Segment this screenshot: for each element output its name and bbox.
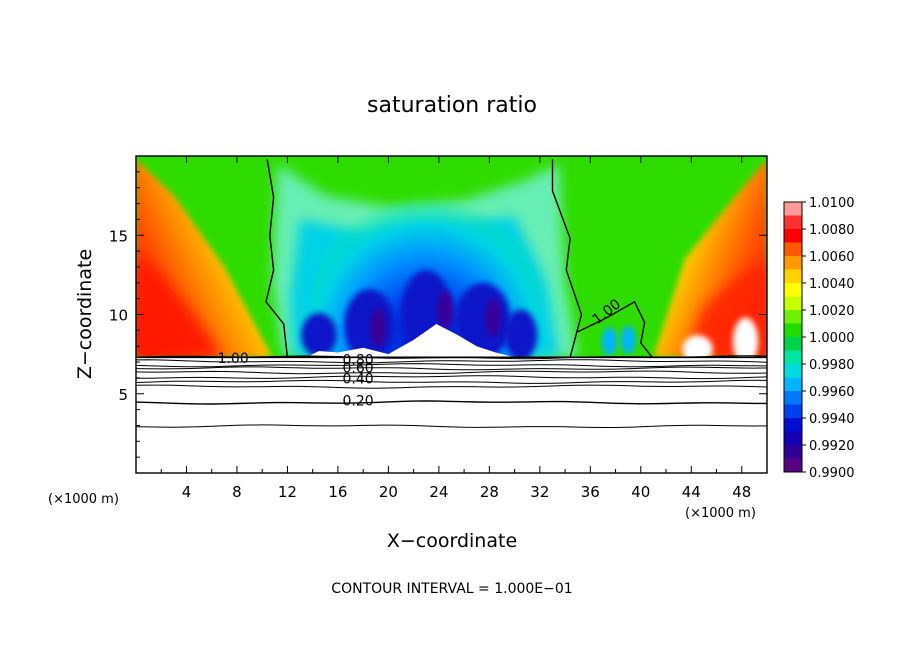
- contour-interval-footer: CONTOUR INTERVAL = 1.000E−01: [331, 581, 572, 597]
- contour-label: 0.40: [343, 371, 374, 387]
- x-tick-label: 8: [232, 483, 242, 501]
- y-axis: 5 10 15: [109, 171, 767, 458]
- colorbar-label: 0.9900: [809, 466, 855, 481]
- colorbar-swatch: [784, 350, 802, 365]
- chart-title: saturation ratio: [367, 93, 537, 118]
- colorbar-swatch: [784, 256, 802, 270]
- dry-pocket: [620, 325, 636, 355]
- driest-cell: [437, 290, 453, 329]
- colorbar-label: 1.0100: [809, 196, 855, 211]
- colorbar-swatch: [784, 458, 802, 473]
- colorbar-swatch: [784, 431, 802, 446]
- dry-pocket: [601, 327, 617, 356]
- plot-area: [136, 156, 767, 473]
- colorbar-swatch: [784, 364, 802, 378]
- contour-line-below: [136, 375, 767, 380]
- x-tick-label: 32: [530, 483, 549, 501]
- contour-line-below: [136, 355, 767, 360]
- x-unit-right: (×1000 m): [685, 506, 756, 521]
- colorbar-swatch: [784, 269, 802, 284]
- saturation-field: [136, 159, 767, 429]
- colorbar-swatch: [784, 391, 802, 405]
- saturation-one-contour: [265, 159, 289, 358]
- x-tick-label: 12: [278, 483, 297, 501]
- y-tick-label: 10: [109, 307, 128, 325]
- colorbar-label: 1.0080: [809, 223, 855, 238]
- colorbar-swatch: [784, 229, 802, 243]
- colorbar-label: 1.0020: [809, 304, 855, 319]
- contour-lines: [136, 159, 767, 428]
- colorbar-swatch: [784, 323, 802, 338]
- colorbar-swatch: [784, 202, 802, 216]
- colorbar-swatch: [784, 296, 802, 311]
- left-moist-core: [136, 251, 222, 358]
- x-tick-label: 20: [379, 483, 398, 501]
- gap-region: [732, 317, 759, 366]
- y-tick-label: 15: [109, 227, 128, 245]
- contour-label: 1.00: [218, 351, 249, 367]
- colorbar-label: 1.0060: [809, 250, 855, 265]
- contour-label: 0.20: [343, 394, 374, 410]
- colorbar-swatch: [784, 418, 802, 432]
- colorbar-label: 0.9920: [809, 439, 855, 454]
- contour-line-below: [136, 379, 767, 384]
- contour-line-below: [136, 363, 767, 368]
- y-tick-label: 5: [118, 386, 128, 404]
- saturation-one-contour: [551, 159, 583, 358]
- colorbar: 1.0100 1.0080 1.0060 1.0040 1.0020 1.0000 0.99…: [783, 196, 855, 481]
- x-tick-label: 28: [480, 483, 499, 501]
- ground-patch: [306, 324, 515, 358]
- colorbar-swatch: [784, 283, 802, 297]
- x-unit-left: (×1000 m): [48, 492, 119, 507]
- x-tick-label: 24: [429, 483, 448, 501]
- x-axis-label: X−coordinate: [387, 530, 517, 552]
- contour-line-below: [136, 366, 767, 371]
- colorbar-label: 0.9980: [809, 358, 855, 373]
- contour-line-below: [136, 424, 767, 428]
- x-tick-label: 16: [328, 483, 347, 501]
- x-tick-label: 48: [732, 483, 751, 501]
- colorbar-label: 1.0000: [809, 331, 855, 346]
- x-tick-label: 36: [581, 483, 600, 501]
- x-tick-label: 4: [182, 483, 192, 501]
- colorbar-swatch: [784, 445, 802, 459]
- colorbar-swatch: [784, 377, 802, 392]
- y-axis-label: Z−coordinate: [74, 249, 96, 379]
- contour-label: 0.60: [343, 360, 374, 376]
- colorbar-swatch: [784, 215, 802, 230]
- driest-cell: [485, 298, 501, 337]
- colorbar-label: 1.0040: [809, 277, 855, 292]
- dry-cell: [301, 312, 337, 358]
- colorbar-swatch: [784, 404, 802, 419]
- driest-cell: [370, 308, 386, 347]
- colorbar-swatch: [784, 242, 802, 257]
- x-axis: 4 8 12 16 20 24 28 32 36 40 44 48: [160, 156, 751, 501]
- dry-cell: [344, 289, 395, 363]
- x-tick-label: 40: [631, 483, 650, 501]
- contour-line-below: [136, 359, 767, 364]
- colorbar-label: 0.9960: [809, 385, 855, 400]
- contour-line-below: [136, 384, 767, 389]
- contour-label: 0.80: [343, 352, 374, 368]
- x-tick-label: 44: [682, 483, 701, 501]
- contour-line-below: [136, 400, 767, 405]
- colorbar-swatch: [784, 310, 802, 324]
- colorbar-label: 0.9940: [809, 412, 855, 427]
- dry-cell: [504, 309, 538, 361]
- colorbar-swatch: [784, 337, 802, 351]
- contour-line-below: [136, 370, 767, 375]
- saturation-one-contour: [577, 300, 653, 358]
